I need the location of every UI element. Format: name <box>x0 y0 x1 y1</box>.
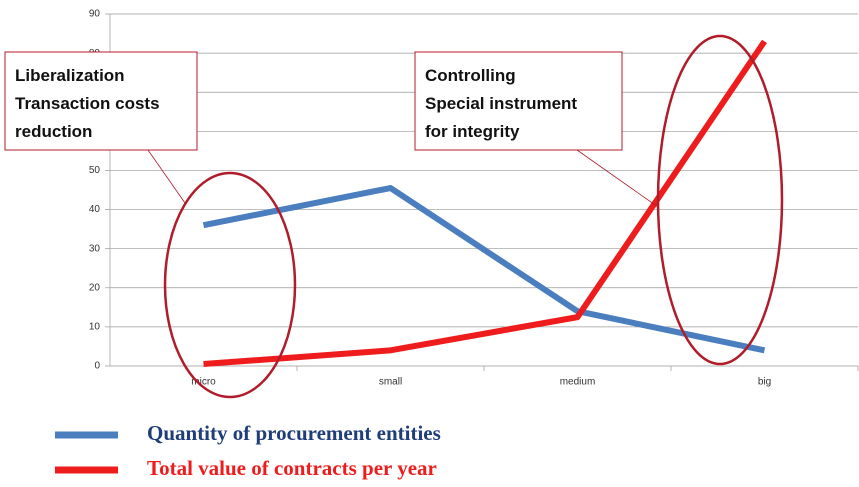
annotation-text: for integrity <box>425 122 520 141</box>
annotation-text: Controlling <box>425 66 516 85</box>
y-tick-label: 10 <box>89 322 101 333</box>
x-tick-label: medium <box>560 377 596 388</box>
series-line <box>202 185 766 354</box>
series-line <box>203 39 767 368</box>
highlight-ellipse <box>656 34 784 366</box>
annotation-box <box>4 51 198 151</box>
legend-label: Quantity of procurement entities <box>147 421 441 445</box>
annotation-text: reduction <box>15 122 92 141</box>
y-tick-label: 0 <box>94 361 100 372</box>
legend-label: Total value of contracts per year <box>147 456 437 480</box>
y-tick-label: 40 <box>89 204 101 215</box>
y-tick-label: 90 <box>89 9 101 20</box>
callout-arrow <box>576 149 659 208</box>
x-tick-label: micro <box>191 377 216 388</box>
y-tick-label: 50 <box>89 165 101 176</box>
x-tick-label: small <box>379 377 402 388</box>
annotation-box <box>414 51 623 151</box>
highlight-ellipse <box>163 171 297 399</box>
x-tick-label: big <box>758 377 771 388</box>
y-tick-label: 30 <box>89 243 101 254</box>
annotation-text: Special instrument <box>425 94 577 113</box>
annotation-text: Transaction costs <box>15 94 160 113</box>
callout-arrow <box>147 149 186 204</box>
annotation-text: Liberalization <box>15 66 125 85</box>
y-tick-label: 20 <box>89 282 101 293</box>
